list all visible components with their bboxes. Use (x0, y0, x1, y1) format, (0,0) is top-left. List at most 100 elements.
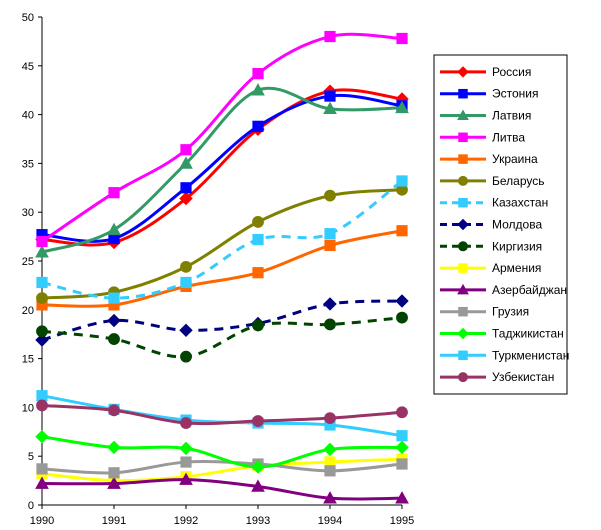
data-point (179, 323, 193, 338)
data-point (323, 297, 337, 311)
series-line (41, 403, 403, 426)
data-point (36, 390, 48, 402)
data-point (323, 101, 337, 115)
legend-label: Россия (492, 65, 531, 79)
data-point (180, 276, 192, 289)
legend-label: Украина (492, 152, 538, 166)
legend-item: Эстония (440, 87, 539, 101)
legend-item: Беларусь (440, 174, 544, 188)
series-8 (36, 311, 408, 363)
legend-swatch-marker (458, 241, 468, 252)
y-tick-label: 40 (22, 110, 34, 122)
data-point (324, 90, 336, 102)
y-tick-label: 35 (22, 158, 34, 170)
legend-label: Беларусь (492, 174, 544, 188)
data-point (35, 476, 49, 489)
data-point (251, 460, 265, 474)
legend-items: Россия Эстония Латвия Литва Украина Беларусь К… (440, 65, 569, 384)
data-point (396, 406, 408, 419)
data-point (396, 175, 408, 187)
x-tick-label: 1991 (102, 515, 126, 527)
data-point (252, 68, 264, 80)
legend-label: Узбекистан (492, 370, 554, 384)
y-tick-label: 30 (22, 207, 34, 219)
data-point (180, 260, 192, 273)
legend-item: Туркменистан (440, 348, 569, 362)
data-point (107, 476, 121, 489)
data-point (36, 325, 48, 338)
data-point (395, 294, 409, 308)
series-line (41, 457, 403, 483)
data-point (36, 399, 48, 412)
data-point (36, 463, 48, 475)
data-point (35, 333, 49, 347)
series-line (41, 32, 403, 243)
legend-label: Армения (492, 261, 541, 275)
legend-item: Украина (440, 152, 538, 166)
data-point (251, 83, 265, 96)
x-tick-label: 1995 (390, 515, 414, 527)
legend-item: Таджикистан (440, 327, 564, 341)
legend-item: Молдова (440, 218, 542, 232)
data-point (180, 144, 192, 156)
series-6 (36, 175, 408, 304)
data-point (108, 333, 120, 345)
data-point (395, 440, 409, 455)
data-point (36, 292, 48, 304)
series-2 (35, 83, 409, 258)
legend-item: Армения (440, 261, 541, 275)
data-point (252, 267, 264, 279)
data-point (107, 222, 121, 236)
data-point (252, 120, 264, 132)
legend-swatch-marker (458, 132, 468, 143)
data-point (324, 239, 336, 251)
legend-swatch-marker (458, 88, 468, 99)
y-tick-label: 20 (22, 305, 34, 317)
series-7 (35, 294, 409, 347)
series-line (41, 435, 403, 469)
data-point (108, 467, 120, 479)
series-12 (35, 429, 409, 474)
data-point (324, 412, 336, 425)
series-line (41, 229, 403, 308)
data-point (252, 233, 264, 246)
legend-swatch-marker (457, 327, 469, 340)
legend-item: Азербайджан (440, 283, 567, 297)
y-tick-label: 0 (28, 500, 34, 512)
data-point (180, 417, 192, 429)
data-point (108, 404, 120, 417)
data-point (324, 30, 336, 43)
legend-label: Казахстан (492, 196, 548, 210)
legend-swatch-marker (458, 306, 468, 317)
data-point (396, 430, 408, 442)
legend-label: Грузия (492, 305, 529, 319)
series-10 (35, 472, 409, 504)
data-point (324, 318, 336, 331)
x-tick-label: 1990 (30, 515, 54, 527)
x-axis-ticks: 1990 1991 1992 1993 1994 1995 (30, 505, 414, 527)
series-line (41, 93, 403, 243)
series-14 (36, 399, 408, 429)
data-point (108, 187, 120, 199)
data-point (323, 491, 337, 504)
data-point (395, 491, 409, 504)
legend-swatch-marker (457, 109, 469, 120)
data-point (36, 235, 48, 248)
legend-item: Литва (440, 130, 525, 144)
data-point (179, 441, 193, 456)
data-point (396, 32, 408, 45)
legend-swatch-marker (457, 66, 469, 78)
y-tick-label: 10 (22, 402, 34, 414)
y-tick-label: 25 (22, 256, 34, 268)
data-point (252, 216, 264, 228)
legend-label: Киргизия (492, 239, 542, 253)
legend-swatch-marker (457, 218, 469, 231)
legend: Россия Эстония Латвия Литва Украина Беларусь К… (433, 54, 569, 395)
x-tick-label: 1994 (318, 515, 342, 527)
legend-item: Казахстан (440, 196, 548, 210)
legend-item: Узбекистан (440, 370, 554, 384)
legend-swatch-marker (458, 263, 468, 273)
legend-swatch-marker (458, 197, 468, 208)
